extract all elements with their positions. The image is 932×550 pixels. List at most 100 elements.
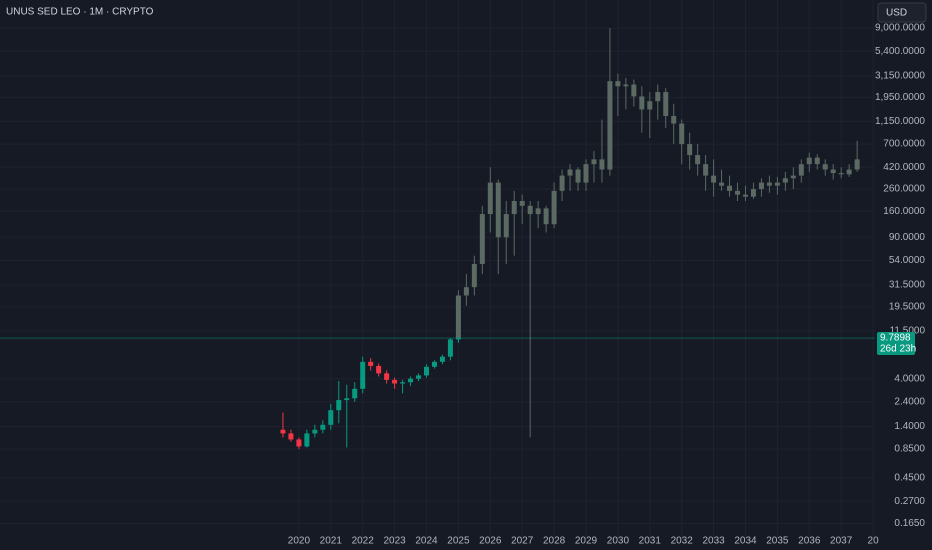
candle-body (591, 159, 597, 165)
y-tick-label: 160.0000 (883, 206, 925, 217)
candle-body (806, 157, 812, 165)
symbol-title: UNUS SED LEO · 1M · CRYPTO (6, 7, 154, 18)
candle-body (471, 263, 477, 288)
candle-body (487, 182, 493, 215)
x-tick-label: 2020 (288, 536, 311, 547)
candle-body (352, 388, 358, 399)
currency-button[interactable] (877, 2, 927, 23)
x-tick-label: 2024 (415, 536, 438, 547)
candle-body (735, 190, 741, 195)
candle-body (655, 92, 661, 102)
x-tick-label: 2035 (766, 536, 789, 547)
candle-body (519, 201, 525, 206)
y-tick-label: 0.8500 (894, 444, 925, 455)
candle-body (328, 410, 334, 425)
x-tick-label: 2036 (798, 536, 821, 547)
y-tick-label: 11.5000 (890, 325, 926, 336)
x-tick-label: 2032 (671, 536, 694, 547)
candle-body (607, 81, 613, 170)
candle-body (711, 175, 717, 183)
candle-body (288, 433, 294, 440)
y-tick-label: 1,150.0000 (875, 116, 925, 127)
candle-body (599, 159, 605, 170)
x-tick-label: 2025 (447, 536, 470, 547)
candle-body (376, 365, 382, 374)
candle-body (360, 361, 366, 389)
candle-body (447, 339, 453, 357)
candle-body (687, 144, 693, 156)
x-tick-label: 2037 (830, 536, 853, 547)
candle-body (719, 182, 725, 186)
x-tick-label: 2021 (320, 536, 343, 547)
candle-body (750, 189, 756, 197)
y-tick-label: 420.0000 (883, 162, 925, 173)
candle-body (423, 366, 429, 376)
candle-body (455, 338, 461, 340)
candle-body (615, 81, 621, 87)
currency-label[interactable]: USD (886, 8, 907, 19)
candle-body (639, 96, 645, 110)
candle-body (782, 178, 788, 183)
y-tick-label: 0.2700 (894, 496, 925, 507)
axes: 9,000.0000 5,400.0000 3,150.0000 1,950.0000… (288, 23, 926, 547)
candle-body (830, 169, 836, 174)
x-tick-label: 2034 (734, 536, 757, 547)
x-tick-label: 2028 (543, 536, 566, 547)
candle-body (384, 373, 390, 380)
x-tick-label: 20 (868, 536, 880, 547)
candle-body (344, 398, 350, 401)
y-tick-label: 9,000.0000 (875, 23, 925, 34)
candle-body (623, 84, 629, 87)
candle-body (304, 433, 310, 447)
y-tick-label: 1,950.0000 (875, 92, 925, 103)
candle-body (798, 164, 804, 176)
candle-body (543, 208, 549, 225)
candle-body (479, 214, 485, 264)
candle-body (280, 429, 286, 434)
candle-body (535, 208, 541, 215)
candle-body (296, 439, 302, 447)
candle-body (503, 214, 509, 238)
candle-body (583, 164, 589, 183)
y-tick-label: 1.4000 (894, 421, 925, 432)
candle-body (838, 173, 844, 175)
price-tag (877, 332, 915, 356)
y-tick-label: 260.0000 (883, 184, 925, 195)
candle-body (495, 182, 501, 238)
grid (0, 0, 875, 538)
candle-body (631, 84, 637, 97)
candle-body (408, 378, 414, 383)
price-tag-countdown: 26d 23h (880, 344, 916, 355)
y-tick-label: 90.0000 (889, 232, 926, 243)
candle-body (463, 287, 469, 296)
candle-body (814, 157, 820, 165)
candle-body (392, 379, 398, 384)
candle-body (766, 182, 772, 186)
x-tick-label: 2031 (639, 536, 662, 547)
candle-body (663, 92, 669, 116)
candle-body (647, 101, 653, 110)
x-tick-label: 2029 (575, 536, 598, 547)
candle-body (790, 175, 796, 179)
candle-body (416, 375, 422, 379)
y-tick-label: 3,150.0000 (875, 70, 925, 81)
y-tick-label: 31.5000 (889, 280, 926, 291)
candle-body (567, 169, 573, 176)
candle-body (742, 194, 748, 197)
candle-body (312, 429, 318, 434)
candle-body (671, 115, 677, 124)
price-tag-value: 9.7898 (880, 333, 911, 344)
x-tick-label: 2033 (702, 536, 725, 547)
candle-body (695, 155, 701, 165)
y-tick-label: 2.4000 (894, 397, 925, 408)
y-tick-label: 4.0000 (894, 373, 925, 384)
candle-body (400, 382, 406, 384)
candle-body (679, 123, 685, 145)
candle-body (774, 182, 780, 186)
x-tick-label: 2030 (607, 536, 630, 547)
y-tick-label: 700.0000 (883, 139, 925, 150)
candle-body (336, 400, 342, 411)
y-tick-label: 0.1650 (894, 518, 925, 529)
candle-body (846, 169, 852, 175)
